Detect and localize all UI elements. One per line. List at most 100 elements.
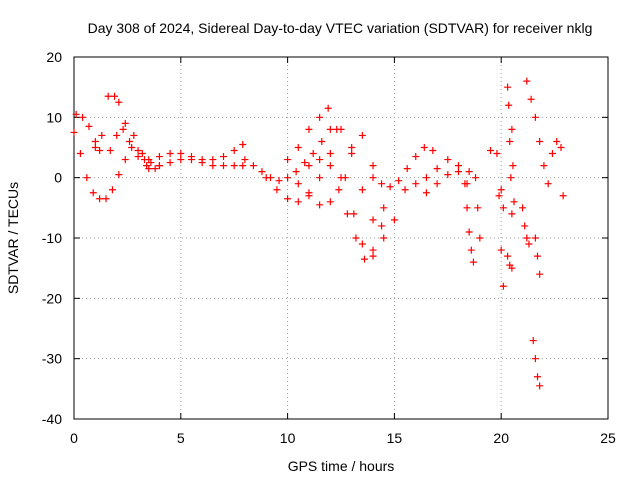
- data-point: [531, 355, 539, 363]
- data-point: [239, 140, 247, 148]
- data-point: [326, 150, 334, 158]
- series-arc-f: [262, 125, 388, 242]
- data-point: [508, 125, 516, 133]
- data-point: [523, 77, 531, 85]
- data-point: [126, 137, 134, 145]
- data-point: [326, 162, 334, 170]
- data-point: [258, 168, 266, 176]
- data-point: [326, 198, 334, 206]
- data-point: [85, 122, 93, 130]
- data-point: [499, 204, 507, 212]
- data-point: [369, 216, 377, 224]
- data-point: [557, 144, 565, 151]
- data-point: [380, 204, 388, 212]
- series-drop-10: [529, 337, 544, 390]
- data-point: [358, 186, 366, 194]
- data-point: [209, 156, 217, 164]
- data-point: [506, 137, 514, 145]
- data-point: [461, 180, 469, 188]
- data-point: [531, 234, 539, 242]
- data-point: [309, 150, 317, 158]
- data-point: [249, 162, 257, 170]
- data-point: [155, 162, 163, 170]
- data-point: [508, 210, 516, 218]
- data-point: [220, 162, 228, 170]
- data-point: [316, 113, 324, 121]
- data-point: [548, 150, 556, 158]
- data-point: [493, 150, 501, 158]
- data-point: [544, 180, 552, 188]
- series-arc-e: [241, 125, 334, 185]
- data-point: [316, 156, 324, 164]
- data-point: [305, 192, 313, 200]
- data-point: [166, 159, 174, 167]
- data-point: [72, 110, 80, 118]
- data-point: [463, 204, 471, 212]
- data-point: [96, 195, 104, 203]
- series-arc-l: [422, 168, 471, 197]
- data-point: [145, 156, 153, 164]
- data-point: [284, 195, 292, 203]
- data-point: [536, 137, 544, 145]
- data-point: [119, 125, 127, 133]
- data-point: [508, 264, 516, 272]
- data-point: [386, 183, 394, 191]
- series-arc-b: [72, 110, 104, 155]
- data-point: [553, 137, 561, 145]
- data-point: [369, 174, 377, 182]
- data-point: [505, 101, 513, 109]
- data-point: [230, 147, 238, 155]
- data-point: [401, 186, 409, 194]
- data-point: [166, 150, 174, 158]
- data-point: [465, 228, 473, 236]
- data-point: [559, 192, 567, 200]
- x-tick-label: 5: [177, 430, 185, 446]
- series-arc-j: [369, 144, 437, 191]
- data-point: [333, 125, 341, 133]
- data-point: [534, 252, 542, 260]
- data-point: [523, 234, 531, 242]
- series-drop-2: [472, 174, 484, 242]
- data-point: [316, 174, 324, 182]
- y-tick-label: -10: [42, 230, 62, 246]
- data-point: [499, 282, 507, 290]
- data-point: [138, 150, 146, 158]
- data-point: [507, 174, 515, 182]
- data-point: [378, 222, 386, 230]
- data-point: [521, 222, 529, 230]
- data-point: [472, 174, 480, 182]
- data-point: [536, 270, 544, 278]
- data-point: [358, 131, 366, 139]
- data-point: [318, 137, 326, 145]
- data-point: [326, 125, 334, 133]
- series-arc-c: [91, 92, 163, 170]
- x-tick-label: 20: [493, 430, 509, 446]
- y-tick-label: -20: [42, 290, 62, 306]
- data-point: [292, 168, 300, 176]
- data-point: [96, 147, 104, 155]
- y-tick-label: 20: [46, 49, 62, 65]
- series-band-2: [145, 156, 247, 173]
- data-point: [369, 162, 377, 170]
- data-point: [412, 180, 420, 188]
- data-point: [540, 162, 548, 170]
- data-point: [151, 165, 159, 173]
- data-point: [527, 95, 535, 103]
- series-drop-6: [504, 252, 516, 272]
- data-point: [301, 159, 309, 167]
- data-point: [369, 252, 377, 260]
- data-point: [230, 162, 238, 170]
- data-point: [121, 119, 129, 127]
- series-arc-h: [294, 131, 398, 224]
- data-point: [412, 153, 420, 161]
- axis-ticks: 0 5 10 15 20 25 -40 -30 -20 -10 0 10 20: [42, 49, 616, 446]
- data-point: [525, 240, 533, 248]
- data-point: [429, 147, 437, 155]
- data-point: [444, 156, 452, 164]
- data-point: [487, 147, 495, 155]
- data-point: [115, 171, 123, 179]
- data-point: [275, 177, 283, 185]
- data-point: [380, 234, 388, 242]
- data-point: [324, 104, 332, 112]
- data-point: [305, 125, 313, 133]
